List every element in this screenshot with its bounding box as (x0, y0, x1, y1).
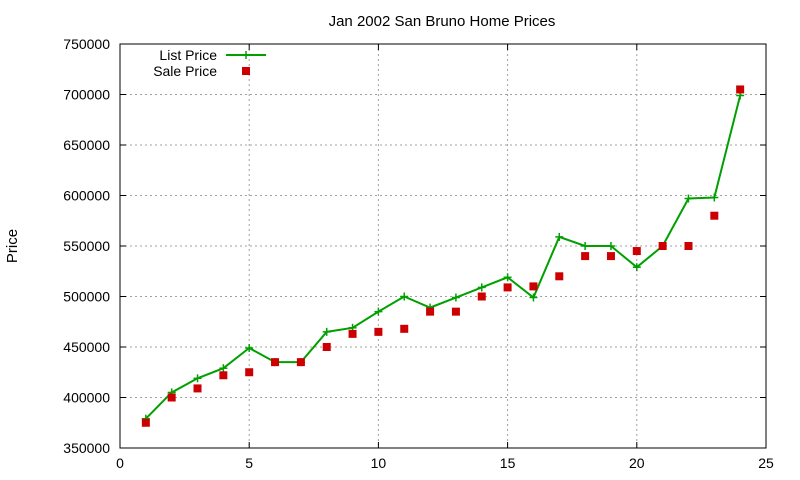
sale-price-point (658, 242, 667, 250)
sale-price-point (555, 272, 564, 281)
y-tick-label: 500000 (63, 289, 110, 305)
x-tick-label: 20 (629, 455, 645, 471)
legend-label-sale-price: Sale Price (153, 63, 217, 79)
list-price-point (245, 344, 254, 353)
legend-marker-sale-price (242, 67, 250, 75)
y-tick-label: 600000 (63, 188, 110, 204)
sale-price-point (632, 247, 641, 256)
sale-price-point (271, 358, 280, 367)
sale-price-point (426, 307, 435, 316)
grid-layer (120, 44, 766, 448)
sale-price-point (581, 252, 590, 261)
legend-marker-list-price (242, 51, 250, 59)
sale-price-point (141, 418, 150, 427)
x-tick-label: 10 (371, 455, 387, 471)
y-tick-label: 650000 (63, 137, 110, 153)
y-tick-label: 400000 (63, 390, 110, 406)
list-price-point (581, 242, 590, 250)
sale-price-point (606, 252, 615, 261)
y-axis-label: Price (4, 229, 21, 263)
sale-price-point (374, 327, 383, 336)
list-price-point (322, 327, 331, 336)
sale-price-point (477, 292, 486, 301)
series-layer (141, 85, 745, 427)
sale-price-point (684, 242, 693, 250)
list-price-point (374, 307, 383, 316)
y-tick-label: 700000 (63, 87, 110, 103)
y-tick-label: 450000 (63, 339, 110, 355)
sale-price-point (167, 393, 176, 402)
sale-price-point (296, 358, 305, 367)
sale-price-point (245, 368, 254, 377)
y-tick-label: 350000 (63, 440, 110, 456)
sale-price-point (736, 85, 745, 94)
chart-title: Jan 2002 San Bruno Home Prices (329, 13, 556, 30)
list-price-point (451, 293, 460, 302)
list-price-point (632, 263, 641, 272)
sale-price-point (400, 324, 409, 333)
sale-price-point (451, 307, 460, 316)
list-price-point (477, 283, 486, 292)
legend-marks (226, 51, 266, 75)
sale-price-point (529, 282, 538, 291)
list-price-point (400, 292, 409, 301)
list-price-point (503, 273, 512, 282)
legend-label-list-price: List Price (159, 47, 217, 63)
sale-price-point (710, 211, 719, 220)
ticks-layer: 0 5 10 15 20 25 350000 400000 450000 500000 550000… (63, 36, 774, 471)
sale-price-point (193, 384, 202, 393)
list-price-point (193, 374, 202, 383)
x-tick-label: 25 (758, 455, 774, 471)
sale-price-point (219, 371, 228, 380)
list-price-line (145, 95, 742, 420)
sale-price-point (348, 329, 357, 338)
sale-price-point (322, 343, 331, 351)
x-tick-label: 0 (116, 455, 124, 471)
sale-price-point (503, 283, 512, 292)
legend: List Price Sale Price (153, 47, 266, 79)
list-price-point (219, 364, 228, 373)
y-tick-label: 550000 (63, 238, 110, 254)
y-tick-label: 750000 (63, 36, 110, 52)
x-tick-label: 5 (245, 455, 253, 471)
list-price-point (555, 232, 564, 241)
list-price-point (684, 194, 693, 203)
x-tick-label: 15 (500, 455, 516, 471)
list-price-point (529, 293, 538, 302)
list-price-point (606, 242, 615, 250)
list-price-point (710, 193, 719, 202)
